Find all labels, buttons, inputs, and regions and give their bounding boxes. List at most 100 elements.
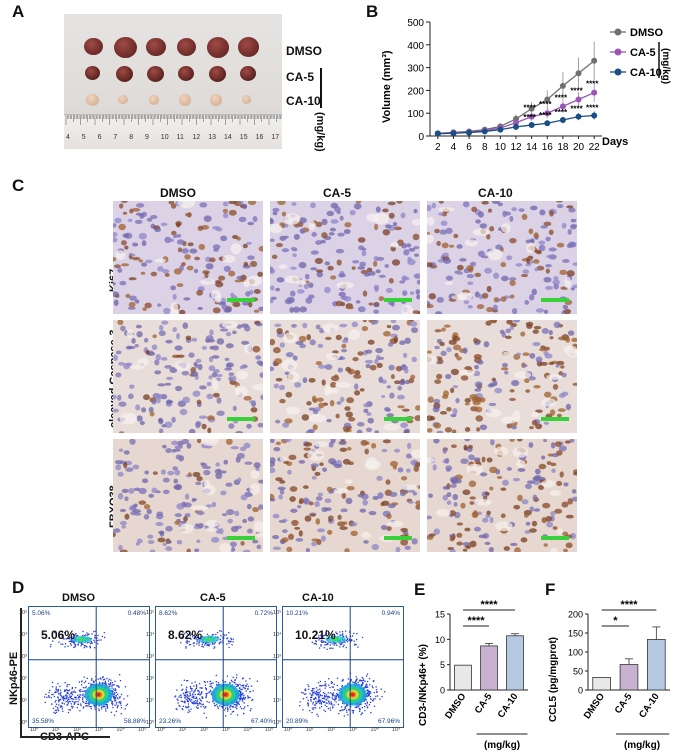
ihc-nucleus — [550, 442, 556, 449]
flow-dot — [102, 679, 105, 681]
flow-dot — [75, 634, 77, 636]
ihc-nucleus — [239, 446, 247, 452]
ihc-nucleus — [450, 484, 457, 488]
flow-dot — [193, 697, 195, 699]
ihc-nucleus — [330, 375, 340, 382]
flow-dot — [330, 701, 332, 703]
flow-dot — [342, 678, 344, 681]
ihc-cells — [270, 439, 420, 552]
flow-plot: 10.21% 0.94% 20.89% 67.96% 10.21% — [282, 606, 404, 728]
flow-dot — [205, 687, 208, 690]
flow-dot — [191, 696, 193, 698]
flow-dot — [180, 642, 182, 644]
flow-dot — [314, 707, 317, 709]
flow-dot — [58, 704, 60, 706]
ihc-nucleus — [479, 397, 486, 403]
ihc-nucleus — [353, 374, 362, 379]
ihc-nucleus — [246, 528, 253, 534]
flow-dot — [327, 692, 329, 694]
flow-dot — [344, 630, 347, 632]
ihc-nucleus — [295, 537, 304, 542]
flow-dot — [334, 696, 336, 698]
ihc-nucleus — [373, 303, 379, 308]
ihc-nucleus — [521, 499, 529, 505]
flow-dot — [72, 698, 75, 700]
ihc-nucleus — [257, 271, 263, 277]
ihc-nucleus — [349, 209, 356, 216]
flow-dot — [328, 700, 330, 702]
flow-dot — [49, 645, 52, 648]
ihc-nucleus — [386, 513, 392, 520]
ihc-nucleus — [122, 233, 130, 238]
b-xtick-label: 22 — [589, 142, 601, 153]
ihc-nucleus — [211, 536, 220, 543]
ihc-nucleus — [142, 307, 147, 312]
ihc-nucleus — [272, 513, 280, 519]
flow-dot — [314, 637, 317, 640]
flow-dot — [330, 702, 333, 705]
ihc-nucleus — [113, 232, 118, 238]
b-point — [544, 96, 551, 103]
ihc-nucleus — [206, 415, 215, 421]
ihc-nucleus — [438, 212, 445, 216]
ihc-nucleus — [301, 414, 310, 421]
a-bracket — [320, 68, 322, 108]
ihc-nucleus — [124, 513, 130, 520]
ihc-nucleus — [364, 359, 374, 364]
ihc-nucleus — [446, 347, 452, 353]
flow-dot — [77, 697, 79, 699]
ihc-lumen — [336, 281, 354, 289]
ihc-nucleus — [228, 270, 236, 277]
flow-dot — [60, 691, 62, 694]
ihc-nucleus — [167, 470, 175, 476]
ihc-lumen — [236, 370, 249, 380]
ihc-nucleus — [354, 370, 361, 375]
flow-dot — [326, 705, 328, 708]
ihc-nucleus — [306, 334, 312, 341]
ihc-nucleus — [249, 400, 256, 404]
ihc-nucleus — [145, 349, 150, 355]
flow-dot — [228, 640, 230, 642]
ihc-nucleus — [402, 408, 410, 412]
flow-dot — [307, 702, 309, 704]
ihc-nucleus — [539, 209, 546, 216]
ihc-nucleus — [181, 439, 190, 445]
flow-dot — [325, 694, 328, 696]
flow-dot — [68, 684, 70, 686]
flow-dot — [110, 711, 113, 713]
ihc-nucleus — [204, 271, 209, 279]
flow-dot — [234, 679, 237, 681]
ihc-nucleus — [283, 439, 292, 443]
flow-dot — [250, 685, 253, 687]
flow-dot — [68, 709, 70, 711]
ihc-nucleus — [351, 266, 356, 270]
flow-dot — [119, 680, 122, 682]
ihc-nucleus — [248, 301, 253, 308]
flow-dot — [188, 698, 190, 700]
e-bar — [480, 645, 498, 691]
flow-dot — [202, 641, 204, 643]
flow-big-value: 10.21% — [295, 628, 336, 642]
flow-dot — [184, 691, 187, 693]
ihc-nucleus — [401, 275, 408, 282]
ihc-nucleus — [113, 223, 117, 228]
flow-dot — [56, 709, 58, 711]
ihc-nucleus — [450, 368, 460, 376]
ihc-nucleus — [415, 500, 420, 506]
flow-dot — [243, 696, 245, 698]
ihc-nucleus — [413, 465, 420, 472]
flow-dot — [57, 699, 60, 702]
ihc-nucleus — [540, 225, 548, 229]
e-category-label: CA-5 — [473, 691, 495, 716]
flow-xtick-label: 10⁰ — [157, 727, 166, 733]
ihc-nucleus — [125, 293, 131, 298]
flow-dot — [84, 687, 86, 689]
flow-dot — [244, 698, 246, 700]
flow-dot — [64, 646, 66, 648]
flow-dot — [319, 702, 321, 705]
ihc-nucleus — [528, 442, 534, 448]
ihc-nucleus — [389, 392, 395, 399]
ihc-nucleus — [255, 322, 263, 327]
flow-dot — [86, 632, 88, 634]
flow-dot — [307, 688, 310, 690]
